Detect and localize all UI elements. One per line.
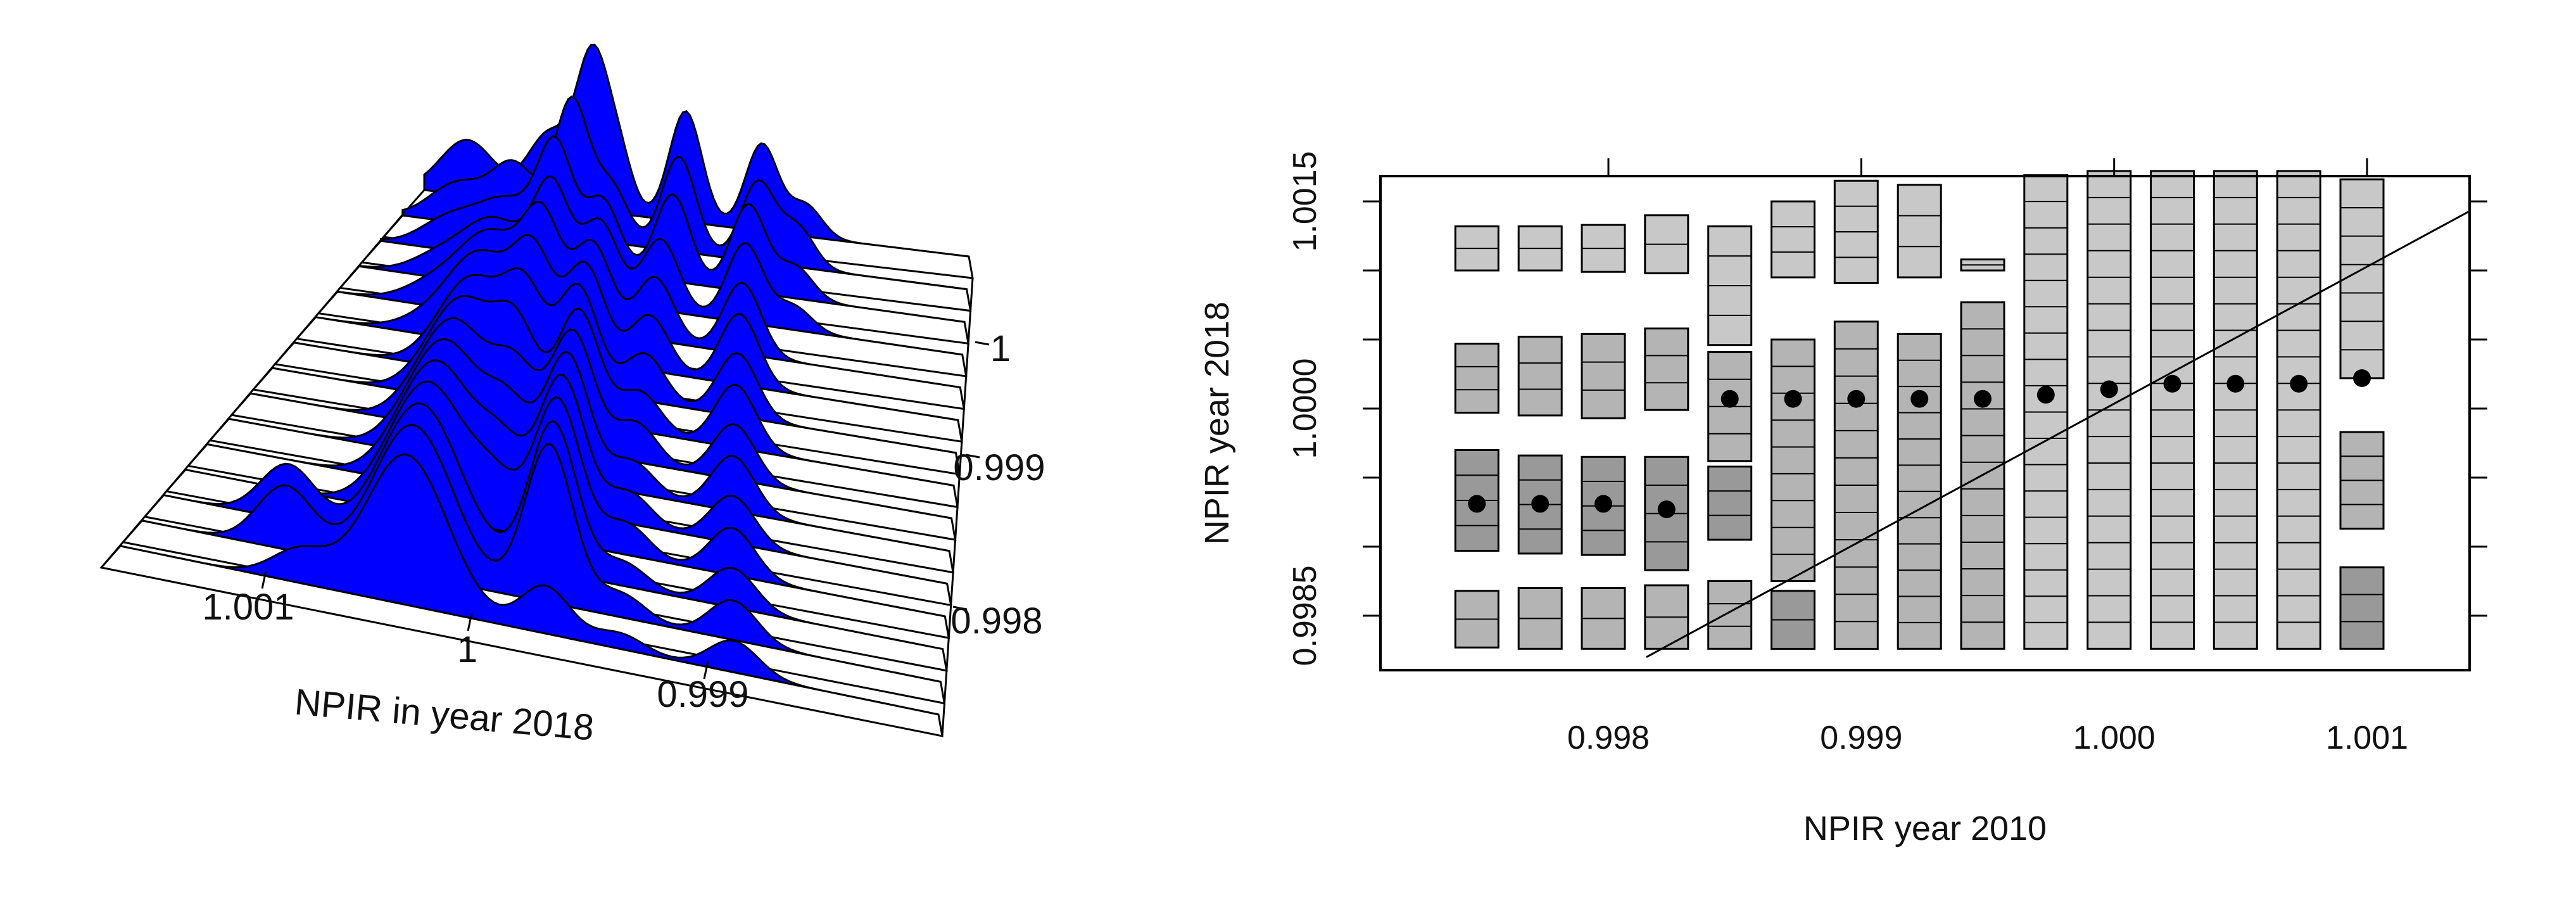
ridge-x-tick-0 <box>261 570 267 589</box>
box-column-7 <box>1897 184 1942 650</box>
median-point-6 <box>1847 390 1866 408</box>
ridge-x-tick-label-0: 1.001 <box>202 587 294 628</box>
x-tick-label-1: 0.999 <box>1820 720 1902 756</box>
y-tick-label-3: 1.0000 <box>1287 358 1323 459</box>
median-point-10 <box>2100 380 2118 398</box>
box-column-9 <box>2023 174 2069 650</box>
reference-line <box>1646 210 2470 658</box>
box-column-5 <box>1771 200 1815 650</box>
box-segment-14-2 <box>2339 566 2385 650</box>
box-column-6 <box>1833 179 1879 650</box>
box-segment-2-1 <box>1581 333 1626 419</box>
median-point-12 <box>2226 374 2245 393</box>
ridge-depth-tick-0 <box>975 341 990 346</box>
y-tick-label-6: 1.0015 <box>1287 151 1323 251</box>
ridge-right-edge <box>941 277 974 737</box>
ridge-x-tick-2 <box>703 661 709 680</box>
box-column-13 <box>2276 170 2321 650</box>
ridge-x-axis-label: NPIR in year 2018 <box>293 682 596 749</box>
median-point-8 <box>1974 390 1992 408</box>
ridge-depth-tick-label-2: 0.998 <box>950 600 1042 642</box>
ridge-depth-tick-label-1: 0.999 <box>953 447 1045 488</box>
x-axis-ticks: 0.998 0.999 1.000 1.001 <box>1567 158 2408 756</box>
median-point-2 <box>1594 495 1612 513</box>
x-tick-label-0: 0.998 <box>1567 720 1650 756</box>
box-segment-5-1 <box>1771 338 1815 582</box>
box-column-14 <box>2339 178 2385 650</box>
quantile-box-plot: 0.998 0.999 1.000 1.001 0.99851.00001.0015 … <box>1198 151 2487 848</box>
box-segment-1-1 <box>1517 336 1563 417</box>
median-point-7 <box>1910 390 1929 408</box>
box-segment-7-0 <box>1897 184 1942 279</box>
box-column-1 <box>1517 225 1563 650</box>
ridge-axis-ticks <box>100 211 990 737</box>
box-column-12 <box>2213 170 2258 650</box>
box-column-2 <box>1581 224 1626 650</box>
x-axis-label: NPIR year 2010 <box>1803 810 2047 848</box>
ridge-depth-tick-2 <box>952 606 968 611</box>
median-point-9 <box>2036 386 2055 404</box>
box-segment-4-2 <box>1707 466 1753 541</box>
box-segment-0-1 <box>1454 343 1500 414</box>
median-point-1 <box>1531 495 1550 513</box>
box-column-4 <box>1707 225 1753 650</box>
box-segment-5-0 <box>1771 200 1815 279</box>
box-column-8 <box>1960 258 2005 650</box>
median-point-3 <box>1657 500 1676 519</box>
box-column-3 <box>1644 214 1689 650</box>
median-point-13 <box>2290 374 2308 393</box>
box-column-10 <box>2087 170 2132 650</box>
ridge-depth-tick-1 <box>965 454 980 459</box>
box-segment-3-1 <box>1644 327 1689 411</box>
median-point-4 <box>1720 390 1739 408</box>
plot-frame <box>1379 175 2471 671</box>
y-axis-label: NPIR year 2018 <box>1198 302 1236 545</box>
ridge-x-tick-label-2: 0.999 <box>657 674 748 715</box>
x-tick-label-2: 1.000 <box>2073 720 2156 756</box>
box-segment-14-0 <box>2339 178 2385 379</box>
ridge-series-group <box>99 43 974 737</box>
ridge-x-tick-label-1: 1 <box>457 629 477 670</box>
ridge-depth-tick-label-0: 1 <box>990 328 1011 369</box>
median-point-11 <box>2163 374 2181 393</box>
median-point-0 <box>1468 495 1486 513</box>
y-axis-ticks: 0.9985 1.0000 1.0015 <box>1287 151 2487 666</box>
x-tick-label-3: 1.001 <box>2326 720 2408 756</box>
median-point-5 <box>1784 390 1802 408</box>
box-column-0 <box>1454 225 1500 649</box>
ridge-left-edge <box>100 211 407 568</box>
box-columns-group <box>1454 170 2385 650</box>
box-column-11 <box>2150 170 2195 650</box>
median-points-group <box>1468 369 2371 519</box>
median-point-14 <box>2353 369 2371 387</box>
y-tick-label-0: 0.9985 <box>1287 565 1323 666</box>
box-segment-4-3 <box>1707 580 1753 650</box>
ridge-x-tick-1 <box>467 613 473 632</box>
ridgeline-density-plot: NPIR in year 2018 1.001 1 0.999 1 0.999 … <box>99 43 1045 749</box>
